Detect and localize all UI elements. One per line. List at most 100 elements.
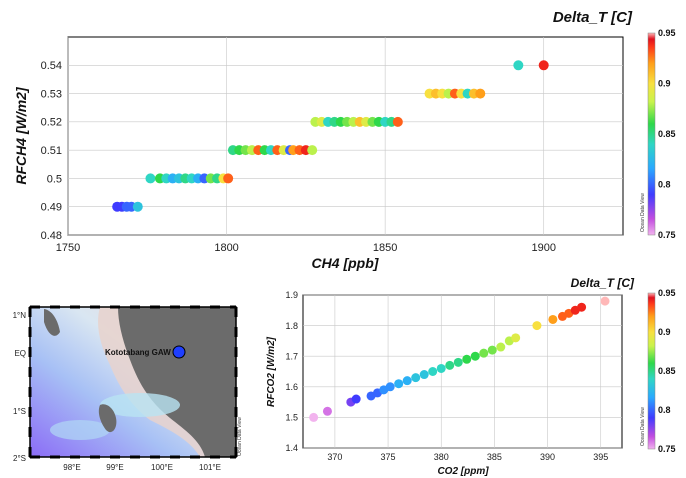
data-point <box>453 357 463 367</box>
data-point <box>351 394 361 404</box>
x-tick-label: 385 <box>487 452 502 462</box>
map-shallow-water <box>100 393 180 417</box>
lat-label: EQ <box>14 349 26 358</box>
y-tick-label: 0.53 <box>41 88 62 100</box>
data-point <box>496 342 506 352</box>
x-tick-label: 1750 <box>56 242 80 254</box>
grid <box>303 294 622 449</box>
colorbar <box>647 32 656 236</box>
y-axis-label: RFCO2 [W/m2] <box>266 336 277 407</box>
x-tick-labels: 370 375 380 385 390 395 <box>327 452 608 462</box>
colorbar-tick-label: 0.75 <box>658 444 676 454</box>
colorbar-tick-label: 0.95 <box>658 288 676 298</box>
colorbar-tick-label: 0.9 <box>658 327 671 337</box>
y-tick-label: 1.7 <box>285 351 298 361</box>
data-point <box>411 373 421 383</box>
y-tick-label: 0.48 <box>41 230 62 242</box>
data-point <box>322 406 332 416</box>
x-tick-label: 375 <box>381 452 396 462</box>
data-point <box>309 412 319 422</box>
colorbar-tick-label: 0.8 <box>658 180 671 190</box>
station-label: Kototabang GAW <box>105 348 171 357</box>
data-point <box>532 321 542 331</box>
colorbar-tick-label: 0.75 <box>658 230 676 240</box>
data-point <box>462 354 472 364</box>
x-tick-label: 395 <box>593 452 608 462</box>
y-tick-label: 0.52 <box>41 117 62 129</box>
map-island <box>44 309 60 336</box>
y-tick-label: 1.4 <box>285 443 298 453</box>
x-tick-label: 1900 <box>531 242 555 254</box>
plot-area <box>67 36 624 236</box>
colorbar-tick-label: 0.9 <box>658 79 671 89</box>
data-point <box>419 370 429 380</box>
x-axis-label: CH4 [ppb] <box>312 255 380 271</box>
lat-label: 1°S <box>13 407 26 416</box>
lon-label: 99°E <box>106 463 123 472</box>
lat-label: 1°N <box>13 311 27 320</box>
colorbar-ticks: 0.75 0.8 0.85 0.9 0.95 <box>658 288 676 454</box>
map-island <box>98 404 117 433</box>
data-point <box>479 348 489 358</box>
data-point <box>145 173 156 184</box>
y-tick-labels: 1.4 1.5 1.6 1.7 1.8 1.9 <box>285 290 298 453</box>
data-point <box>428 367 438 376</box>
y-tick-labels: 0.48 0.49 0.5 0.51 0.52 0.53 0.54 <box>41 60 62 242</box>
colorbar-title: Delta_T [C] <box>553 9 633 26</box>
data-point <box>470 351 480 361</box>
data-point <box>132 201 143 212</box>
odv-watermark: Ocean Data View <box>640 193 646 232</box>
odv-watermark: Ocean Data View <box>237 417 243 456</box>
x-axis-label: CO2 [ppm] <box>437 466 489 477</box>
x-tick-label: 380 <box>434 452 449 462</box>
x-tick-label: 370 <box>327 452 342 462</box>
map-land-highland <box>118 307 236 457</box>
colorbar-tick-label: 0.85 <box>658 366 676 376</box>
lon-label: 98°E <box>63 463 80 472</box>
data-point <box>513 60 524 71</box>
data-point <box>223 173 234 184</box>
data-point <box>385 382 395 392</box>
y-tick-label: 0.54 <box>41 60 62 72</box>
data-point <box>600 296 610 306</box>
data-points <box>112 60 549 212</box>
data-point <box>436 363 446 373</box>
location-map: Kototabang GAW 1°N EQ 1°S 2°S 98°E 99°E … <box>13 305 243 472</box>
data-point <box>548 314 558 324</box>
y-tick-label: 1.9 <box>285 290 298 300</box>
odv-watermark: Ocean Data View <box>640 407 646 446</box>
data-point <box>402 376 412 386</box>
map-shallow-water <box>50 420 110 440</box>
data-point <box>475 88 486 99</box>
data-point <box>392 116 403 127</box>
x-tick-labels: 1750 1800 1850 1900 <box>56 242 556 254</box>
co2-scatter-chart: 370 375 380 385 390 395 1.4 1.5 1.6 1.7 1.8 1.9 CO… <box>266 276 676 477</box>
lon-label: 101°E <box>199 463 221 472</box>
plot-area <box>302 294 623 449</box>
data-points <box>309 296 610 422</box>
station-marker <box>172 345 186 359</box>
data-point <box>394 379 404 389</box>
data-point <box>307 145 318 156</box>
data-point <box>538 60 549 71</box>
y-tick-label: 1.5 <box>285 413 298 423</box>
x-tick-label: 1850 <box>373 242 397 254</box>
colorbar-title: Delta_T [C] <box>571 276 635 290</box>
data-point <box>577 302 587 312</box>
y-axis-label: RFCH4 [W/m2] <box>13 86 29 185</box>
data-point <box>511 333 521 343</box>
x-tick-label: 1800 <box>214 242 238 254</box>
y-tick-label: 0.49 <box>41 202 62 214</box>
y-tick-label: 0.51 <box>41 145 62 157</box>
lat-label: 2°S <box>13 454 26 463</box>
colorbar <box>647 292 656 450</box>
data-point <box>445 360 455 370</box>
colorbar-tick-label: 0.95 <box>658 28 676 38</box>
y-tick-label: 1.8 <box>285 321 298 331</box>
data-point <box>487 345 497 355</box>
colorbar-tick-label: 0.85 <box>658 129 676 139</box>
y-tick-label: 0.5 <box>47 173 62 185</box>
colorbar-ticks: 0.75 0.8 0.85 0.9 0.95 <box>658 28 676 240</box>
x-tick-label: 390 <box>540 452 555 462</box>
